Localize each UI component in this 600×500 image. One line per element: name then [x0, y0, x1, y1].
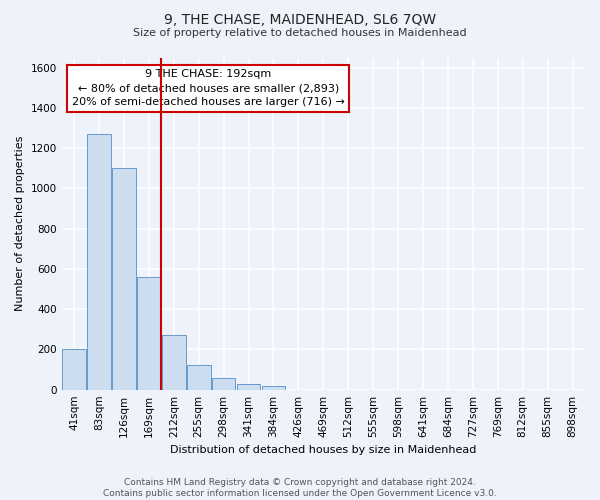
Bar: [212, 378, 235, 390]
Text: Size of property relative to detached houses in Maidenhead: Size of property relative to detached ho…: [133, 28, 467, 38]
Bar: [137, 277, 161, 390]
Text: 9, THE CHASE, MAIDENHEAD, SL6 7QW: 9, THE CHASE, MAIDENHEAD, SL6 7QW: [164, 12, 436, 26]
Bar: [187, 364, 211, 390]
Bar: [112, 168, 136, 390]
Text: Contains HM Land Registry data © Crown copyright and database right 2024.
Contai: Contains HM Land Registry data © Crown c…: [103, 478, 497, 498]
Bar: [237, 384, 260, 390]
Bar: [162, 336, 185, 390]
Bar: [262, 386, 286, 390]
Text: 9 THE CHASE: 192sqm
← 80% of detached houses are smaller (2,893)
20% of semi-det: 9 THE CHASE: 192sqm ← 80% of detached ho…: [72, 69, 344, 107]
X-axis label: Distribution of detached houses by size in Maidenhead: Distribution of detached houses by size …: [170, 445, 476, 455]
Y-axis label: Number of detached properties: Number of detached properties: [15, 136, 25, 312]
Bar: [87, 134, 111, 390]
Bar: [62, 350, 86, 390]
